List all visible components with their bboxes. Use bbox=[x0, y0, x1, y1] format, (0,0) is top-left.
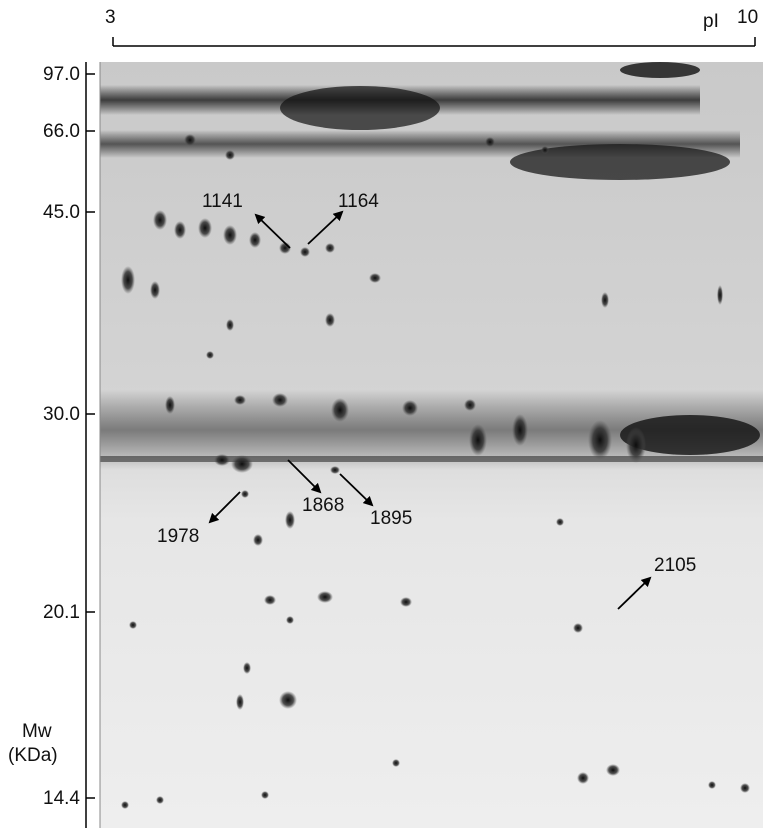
mw-label-97: 97.0 bbox=[43, 64, 80, 85]
pi-unit-label: pI bbox=[703, 11, 719, 32]
arrow-1895 bbox=[339, 473, 374, 507]
spot-label-1164: 1164 bbox=[338, 191, 379, 212]
spot-arrows bbox=[208, 210, 652, 610]
arrow-1141 bbox=[254, 213, 291, 249]
protein-spots bbox=[121, 134, 750, 809]
large-smear bbox=[280, 86, 440, 130]
pi-end-label: 10 bbox=[737, 7, 759, 28]
spot-label-1978: 1978 bbox=[157, 526, 200, 547]
mw-label-45: 45.0 bbox=[43, 202, 80, 223]
mw-label-66: 66.0 bbox=[43, 121, 80, 142]
pi-start-label: 3 bbox=[105, 7, 116, 28]
mw-label-20: 20.1 bbox=[43, 602, 80, 623]
spot-label-1868: 1868 bbox=[302, 495, 345, 516]
band-30-dark-end bbox=[620, 415, 760, 455]
mw-label-30: 30.0 bbox=[43, 404, 80, 425]
arrow-2105 bbox=[617, 576, 652, 610]
basic-smear bbox=[510, 144, 730, 180]
mw-title-line2: (KDa) bbox=[8, 745, 58, 766]
spot-label-1895: 1895 bbox=[370, 508, 413, 529]
top-right-smear bbox=[620, 62, 700, 78]
spot-label-2105: 2105 bbox=[654, 555, 697, 576]
mw-title-line1: Mw bbox=[22, 721, 52, 742]
dye-front-line bbox=[100, 456, 763, 462]
spot-label-1141: 1141 bbox=[202, 191, 243, 212]
arrow-1164 bbox=[307, 210, 344, 245]
arrow-1868 bbox=[287, 459, 322, 494]
pi-axis bbox=[112, 37, 756, 47]
mw-axis bbox=[85, 62, 95, 828]
mw-label-14: 14.4 bbox=[43, 788, 80, 809]
arrow-1978 bbox=[208, 491, 241, 524]
